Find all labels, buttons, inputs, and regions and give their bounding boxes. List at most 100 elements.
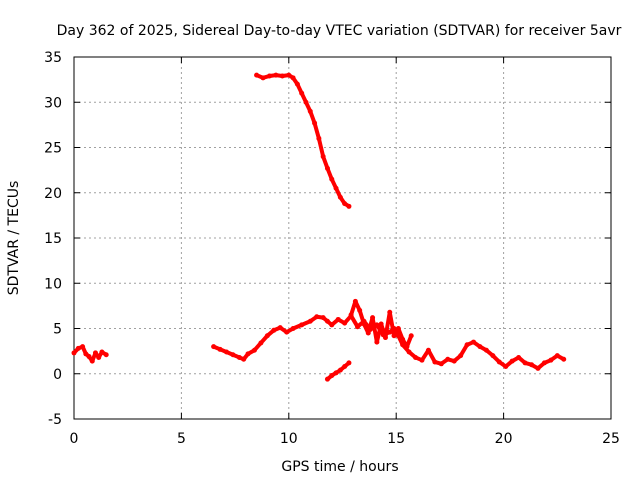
data-point bbox=[425, 347, 431, 353]
series-segment-5 bbox=[348, 298, 414, 350]
data-point bbox=[554, 353, 560, 359]
data-point bbox=[286, 72, 292, 78]
data-point bbox=[503, 364, 509, 370]
y-tick-label: 0 bbox=[53, 367, 62, 383]
data-point bbox=[561, 356, 567, 362]
data-point bbox=[329, 176, 335, 182]
data-point bbox=[303, 99, 309, 105]
data-point bbox=[355, 324, 361, 330]
x-tick-labels: 0 5 10 15 20 25 bbox=[70, 431, 620, 447]
data-point bbox=[400, 336, 406, 342]
data-point bbox=[483, 347, 489, 353]
x-tick-label: 10 bbox=[280, 431, 298, 447]
data-point bbox=[299, 90, 305, 96]
data-point bbox=[92, 350, 98, 356]
data-point bbox=[337, 367, 343, 373]
data-point bbox=[103, 352, 109, 358]
data-point bbox=[324, 318, 330, 324]
data-point bbox=[378, 321, 384, 327]
data-point bbox=[314, 314, 320, 320]
data-point bbox=[217, 346, 223, 352]
y-axis-label: SDTVAR / TECUs bbox=[6, 181, 22, 296]
data-point bbox=[251, 347, 257, 353]
data-point bbox=[241, 356, 247, 362]
data-point bbox=[299, 322, 305, 328]
data-point bbox=[236, 354, 242, 360]
data-point bbox=[548, 357, 554, 363]
data-point bbox=[406, 349, 412, 355]
data-point bbox=[346, 360, 352, 366]
data-point bbox=[342, 201, 348, 207]
data-point bbox=[509, 358, 515, 364]
data-point bbox=[99, 349, 105, 355]
data-point bbox=[496, 359, 502, 365]
data-point bbox=[382, 335, 388, 341]
data-point bbox=[342, 320, 348, 326]
data-point bbox=[260, 75, 266, 81]
data-point bbox=[477, 344, 483, 350]
data-point bbox=[357, 307, 363, 313]
data-point bbox=[245, 351, 251, 357]
data-point bbox=[329, 373, 335, 379]
data-point bbox=[329, 322, 335, 328]
data-point bbox=[258, 340, 264, 346]
data-point bbox=[374, 339, 380, 345]
data-point bbox=[370, 315, 376, 321]
data-point bbox=[419, 357, 425, 363]
data-point bbox=[361, 321, 367, 327]
data-point bbox=[395, 326, 401, 331]
data-point bbox=[86, 354, 92, 360]
data-point bbox=[516, 354, 522, 360]
data-point bbox=[451, 358, 457, 364]
data-point bbox=[464, 342, 470, 348]
grid-lines bbox=[74, 57, 611, 419]
data-point bbox=[266, 73, 272, 79]
series-segment-4 bbox=[324, 360, 352, 382]
y-tick-label: 20 bbox=[44, 186, 62, 202]
x-tick-label: 15 bbox=[387, 431, 405, 447]
data-point bbox=[333, 370, 339, 376]
data-point bbox=[284, 329, 290, 335]
y-tick-label: 10 bbox=[44, 276, 62, 292]
y-tick-label: 35 bbox=[44, 50, 62, 66]
data-point bbox=[387, 309, 393, 315]
data-point bbox=[522, 360, 528, 366]
x-tick-label: 20 bbox=[495, 431, 513, 447]
data-point bbox=[89, 358, 95, 364]
x-tick-label: 0 bbox=[70, 431, 79, 447]
data-point bbox=[279, 73, 285, 79]
data-point bbox=[445, 356, 451, 362]
data-point bbox=[348, 312, 354, 318]
data-point bbox=[365, 330, 371, 336]
data-point bbox=[277, 325, 283, 331]
data-point bbox=[337, 194, 343, 200]
data-point bbox=[75, 345, 81, 351]
data-point bbox=[312, 120, 318, 126]
data-series bbox=[71, 72, 567, 382]
y-tick-label: 15 bbox=[44, 231, 62, 247]
data-point bbox=[290, 326, 296, 331]
data-point bbox=[80, 344, 86, 350]
data-point bbox=[96, 354, 102, 360]
y-tick-label: -5 bbox=[48, 412, 62, 428]
data-point bbox=[432, 359, 438, 365]
data-point bbox=[230, 352, 236, 358]
data-point bbox=[71, 350, 77, 356]
data-point bbox=[471, 339, 477, 345]
data-point bbox=[307, 318, 313, 324]
chart-title: Day 362 of 2025, Sidereal Day-to-day VTE… bbox=[57, 23, 622, 39]
data-point bbox=[324, 165, 330, 171]
data-point bbox=[254, 72, 260, 78]
x-tick-label: 5 bbox=[177, 431, 186, 447]
data-point bbox=[307, 108, 313, 114]
data-point bbox=[271, 327, 277, 333]
data-point bbox=[342, 364, 348, 370]
y-tick-label: 25 bbox=[44, 141, 62, 157]
data-point bbox=[490, 353, 496, 359]
data-point bbox=[324, 376, 330, 382]
data-point bbox=[294, 81, 300, 87]
x-tick-label: 25 bbox=[602, 431, 620, 447]
data-point bbox=[320, 315, 326, 321]
series-segment-3 bbox=[254, 72, 352, 209]
